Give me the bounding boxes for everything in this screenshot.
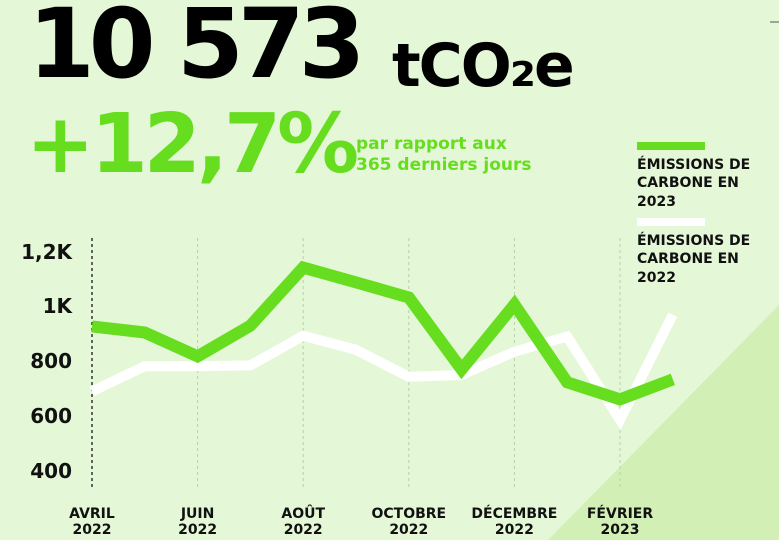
x-tick-label: FÉVRIER 2023 [586, 506, 654, 539]
y-tick-label: 400 [30, 458, 72, 483]
change-note: par rapport aux 365 derniers jours [356, 134, 532, 176]
y-tick-label: 600 [30, 404, 72, 429]
x-tick-label: OCTOBRE 2022 [371, 506, 447, 539]
series-line [89, 312, 678, 431]
x-tick-label: AOÛT 2022 [281, 506, 326, 539]
change: +12,7% [26, 97, 359, 192]
y-tick-label: 1,2K [21, 239, 72, 264]
background-shape [548, 305, 779, 540]
x-tick-label: JUIN 2022 [178, 506, 218, 539]
series-line [91, 260, 675, 406]
headline: 10 573 [28, 0, 365, 100]
y-tick-label: 1K [42, 294, 72, 319]
legend-label: ÉMISSIONS DE CARBONE EN 2022 [637, 233, 751, 286]
unit: tCO₂e [392, 31, 575, 101]
x-tick-label: DÉCEMBRE 2022 [471, 506, 558, 539]
y-tick-label: 800 [30, 349, 72, 374]
x-tick-label: AVRIL 2022 [69, 506, 115, 539]
legend-label: ÉMISSIONS DE CARBONE EN 2023 [637, 157, 751, 210]
